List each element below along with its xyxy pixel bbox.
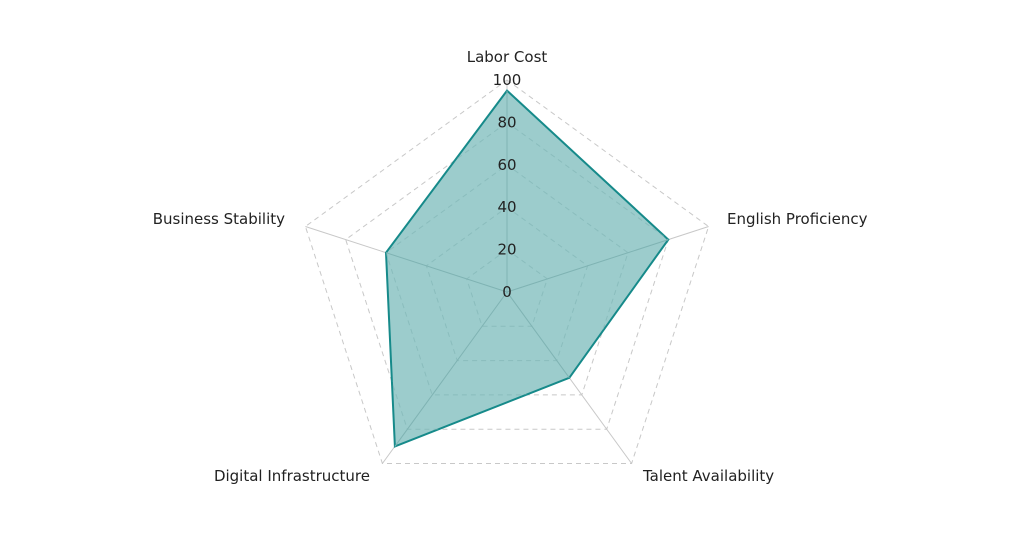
tick-label-0: 0 xyxy=(502,283,512,301)
axis-label-labor-cost: Labor Cost xyxy=(467,48,548,66)
grid-spoke-overlay xyxy=(394,291,508,447)
grid-ring-100 xyxy=(304,79,710,464)
radial-tick-labels: 0 20 40 60 80 100 xyxy=(493,71,522,301)
tick-label-60: 60 xyxy=(497,156,516,174)
data-series-area xyxy=(384,89,670,448)
grid-ring-overlay xyxy=(466,248,548,327)
tick-label-20: 20 xyxy=(497,241,516,259)
axis-labels: Labor Cost English Proficiency Talent Av… xyxy=(153,48,868,485)
tick-label-40: 40 xyxy=(497,198,516,216)
grid-spoke-overlay xyxy=(506,291,570,379)
axis-label-business-stability: Business Stability xyxy=(153,210,285,228)
axis-label-english-proficiency: English Proficiency xyxy=(727,210,868,228)
tick-label-100: 100 xyxy=(493,71,522,89)
grid-ring-overlay xyxy=(425,206,589,362)
axis-label-talent-availability: Talent Availability xyxy=(642,467,774,485)
axis-label-digital-infrastructure: Digital Infrastructure xyxy=(214,467,370,485)
grid-spoke-overlay xyxy=(385,252,508,293)
grid-ring-overlay xyxy=(386,164,629,396)
tick-label-80: 80 xyxy=(497,113,516,131)
